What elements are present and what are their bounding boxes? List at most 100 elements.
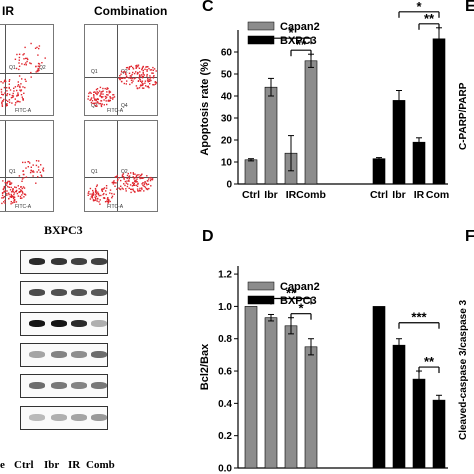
x-tick-label: Ibr bbox=[264, 189, 277, 201]
flow-dot bbox=[15, 201, 18, 203]
significance-label: * bbox=[298, 301, 304, 316]
flow-dot bbox=[8, 192, 10, 194]
blot-band bbox=[51, 320, 67, 327]
flow-dot bbox=[14, 186, 16, 188]
flow-dot bbox=[96, 198, 99, 200]
flow-dot bbox=[137, 80, 140, 82]
flow-dot bbox=[149, 177, 151, 179]
flow-dot bbox=[98, 201, 100, 203]
bar bbox=[392, 344, 406, 469]
flow-dot bbox=[120, 80, 123, 83]
flow-dot bbox=[21, 178, 24, 180]
flow-dot bbox=[35, 182, 37, 184]
flow-dot bbox=[120, 70, 123, 73]
flow-dot bbox=[142, 184, 144, 187]
flow-dot bbox=[12, 196, 14, 198]
flow-dot bbox=[138, 67, 141, 69]
flow-dot bbox=[123, 178, 125, 180]
flow-dot bbox=[155, 82, 158, 84]
flow-dot bbox=[13, 193, 15, 196]
flow-dot bbox=[23, 92, 25, 94]
flow-dot bbox=[123, 71, 125, 73]
flow-dot bbox=[19, 101, 21, 103]
flow-dot bbox=[137, 72, 139, 74]
flow-dot bbox=[119, 188, 122, 191]
flow-dot bbox=[100, 95, 102, 98]
flow-dot bbox=[92, 193, 95, 195]
flow-dot bbox=[10, 186, 12, 189]
blot-band bbox=[71, 382, 87, 389]
flow-dot bbox=[125, 190, 127, 192]
flow-dot bbox=[93, 95, 95, 97]
flow-dot bbox=[8, 79, 11, 81]
flow-dot bbox=[127, 183, 129, 185]
flow-dot bbox=[128, 180, 130, 182]
bar bbox=[412, 378, 426, 469]
flow-dot bbox=[13, 192, 16, 194]
flow-dot bbox=[128, 176, 130, 178]
flow-dot bbox=[126, 174, 129, 177]
flow-dot bbox=[87, 98, 89, 100]
flow-dot bbox=[152, 72, 154, 74]
flow-dot bbox=[137, 182, 139, 185]
flow-dot bbox=[141, 75, 144, 78]
flow-dot bbox=[6, 192, 8, 195]
flow-dot bbox=[142, 75, 145, 78]
flow-dot bbox=[23, 173, 25, 176]
flow-dot bbox=[130, 75, 132, 77]
flow-dot bbox=[150, 176, 152, 179]
flow-dot bbox=[23, 177, 25, 179]
flow-dot bbox=[141, 173, 143, 175]
flow-dot bbox=[95, 185, 98, 188]
flow-dot bbox=[150, 185, 152, 187]
flow-dot bbox=[134, 191, 136, 193]
flow-dot bbox=[41, 175, 43, 177]
flow-dot bbox=[135, 71, 137, 73]
flow-dot bbox=[1, 100, 4, 102]
flow-axis-label: FITC-A bbox=[15, 108, 32, 114]
flow-dot bbox=[18, 53, 21, 55]
flow-dot bbox=[94, 194, 97, 196]
flow-dot bbox=[21, 197, 23, 199]
flow-dot bbox=[89, 99, 91, 101]
flow-dot bbox=[105, 190, 107, 192]
bar bbox=[372, 306, 386, 469]
panel-f-axis-label: Cleaved-caspase 3/caspase 3 bbox=[458, 299, 469, 440]
flow-dot bbox=[4, 92, 6, 94]
flow-dot bbox=[121, 187, 123, 189]
flow-dot bbox=[142, 71, 144, 74]
flow-dot bbox=[129, 77, 132, 79]
flow-dot bbox=[1, 104, 3, 106]
flow-dot bbox=[125, 76, 128, 78]
flow-dot bbox=[141, 183, 143, 185]
legend-label: BXPC3 bbox=[280, 35, 317, 47]
blot-strip bbox=[20, 406, 108, 430]
flow-dot bbox=[112, 94, 114, 96]
flow-dot bbox=[89, 198, 92, 200]
flow-dot bbox=[103, 104, 105, 106]
flow-dot bbox=[96, 91, 98, 93]
flow-dot bbox=[17, 81, 19, 83]
x-tick-label: Ctrl bbox=[242, 189, 260, 201]
flow-dot bbox=[151, 178, 154, 180]
x-tick-label: Ctrl bbox=[370, 189, 388, 201]
flow-dot bbox=[92, 191, 95, 193]
flow-dot bbox=[8, 197, 10, 200]
flow-dot bbox=[20, 89, 23, 91]
flow-dot bbox=[8, 83, 10, 85]
flow-dot bbox=[120, 73, 122, 75]
flow-dot bbox=[14, 190, 17, 193]
flow-dot bbox=[12, 189, 14, 191]
flow-dot bbox=[7, 186, 9, 188]
flow-dot bbox=[102, 197, 105, 199]
flow-dot bbox=[126, 66, 129, 69]
blot-band bbox=[29, 351, 45, 358]
flow-dot bbox=[118, 187, 120, 189]
flow-dot bbox=[125, 73, 127, 76]
flow-dot bbox=[14, 98, 16, 100]
flow-dot bbox=[20, 94, 23, 96]
flow-dot bbox=[5, 99, 7, 101]
flow-dot bbox=[29, 62, 31, 64]
flow-dot bbox=[120, 179, 122, 182]
flow-dot bbox=[16, 89, 18, 92]
